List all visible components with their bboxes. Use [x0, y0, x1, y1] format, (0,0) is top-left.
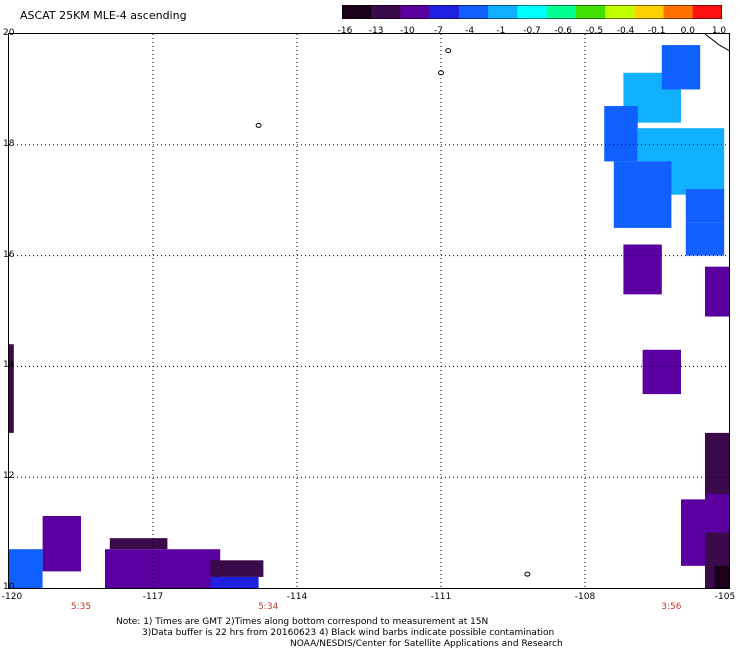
- y-tick-label: 18: [3, 138, 15, 149]
- wind-data-cell: [661, 45, 701, 90]
- colorbar-segment: [400, 5, 431, 19]
- colorbar-segment: [575, 5, 606, 19]
- colorbar-label: -10: [399, 26, 415, 36]
- time-label: 5:34: [258, 602, 279, 612]
- note-line-3: NOAA/NESDIS/Center for Satellite Applica…: [290, 639, 563, 649]
- colorbar-segment: [663, 5, 694, 19]
- colorbar-label: -0.6: [554, 26, 572, 36]
- wind-data-cell: [105, 549, 221, 588]
- island: [445, 48, 452, 54]
- colorbar-segment: [692, 5, 722, 19]
- colorbar-segment: [634, 5, 665, 19]
- wind-data-cell: [685, 189, 725, 223]
- island: [524, 571, 531, 577]
- colorbar-label: -0.4: [616, 26, 635, 36]
- map-canvas: [9, 33, 740, 588]
- colorbar-segment: [458, 5, 489, 19]
- colorbar-label: -0.5: [585, 26, 604, 36]
- colorbar-label: -0.7: [523, 26, 541, 36]
- coastline: [704, 33, 730, 52]
- colorbar-segment: [342, 5, 372, 19]
- x-tick-label: -120: [1, 592, 23, 602]
- colorbar-segment: [371, 5, 401, 19]
- island: [255, 122, 262, 128]
- wind-data-cell: [9, 549, 43, 588]
- wind-data-cell: [705, 432, 739, 500]
- wind-data-cell: [681, 499, 705, 566]
- colorbar-segment: [605, 5, 635, 19]
- colorbar-label: -0.1: [647, 26, 666, 36]
- x-tick-label: -114: [286, 592, 308, 602]
- wind-data-cell: [613, 161, 672, 228]
- colorbar-label: -1: [496, 26, 506, 36]
- colorbar-segment: [517, 5, 548, 19]
- colorbar-label: -4: [465, 26, 475, 36]
- y-tick-label: 14: [3, 360, 15, 371]
- colorbar-label: 0.0: [680, 26, 695, 36]
- y-tick-label: 16: [3, 249, 15, 260]
- colorbar-label: -13: [368, 26, 384, 36]
- wind-data-cell: [714, 565, 739, 588]
- wind-data-cell: [210, 576, 259, 588]
- wind-data-cell: [109, 538, 168, 550]
- wind-data-cell: [623, 244, 662, 295]
- x-tick-label: -111: [430, 592, 452, 602]
- time-label: 5:35: [70, 602, 92, 612]
- time-label: 3:56: [661, 602, 682, 612]
- map-plot[interactable]: [8, 33, 740, 589]
- wind-data-cell: [705, 493, 734, 533]
- y-tick-label: 20: [3, 28, 15, 38]
- note-line-1: Note: 1) Times are GMT 2)Times along bot…: [116, 617, 489, 627]
- x-tick-label: -117: [142, 592, 164, 602]
- island: [438, 70, 444, 76]
- colorbar-label: -7: [434, 26, 443, 36]
- wind-data-cell: [604, 106, 638, 162]
- wind-data-cell: [642, 349, 681, 395]
- wind-data-cell: [210, 560, 264, 577]
- wind-data-cell: [705, 266, 740, 317]
- colorbar-label: 1.0: [711, 26, 727, 36]
- colorbar-segment: [546, 5, 577, 19]
- wind-data-cell: [9, 344, 14, 433]
- colorbar-segment: [488, 5, 518, 19]
- note-line-2: 3)Data buffer is 22 hrs from 20160623 4)…: [142, 628, 555, 638]
- x-tick-label: -105: [714, 592, 736, 602]
- wind-data-cell: [42, 515, 81, 572]
- colorbar-segment: [429, 5, 460, 19]
- x-tick-label: -108: [574, 592, 596, 602]
- y-tick-label: 10: [3, 582, 15, 592]
- y-tick-label: 12: [3, 471, 15, 482]
- colorbar: [342, 5, 722, 19]
- map-title: ASCAT 25KM MLE-4 ascending: [20, 9, 187, 22]
- colorbar-label: -16: [337, 26, 353, 36]
- wind-data-cell: [685, 222, 725, 256]
